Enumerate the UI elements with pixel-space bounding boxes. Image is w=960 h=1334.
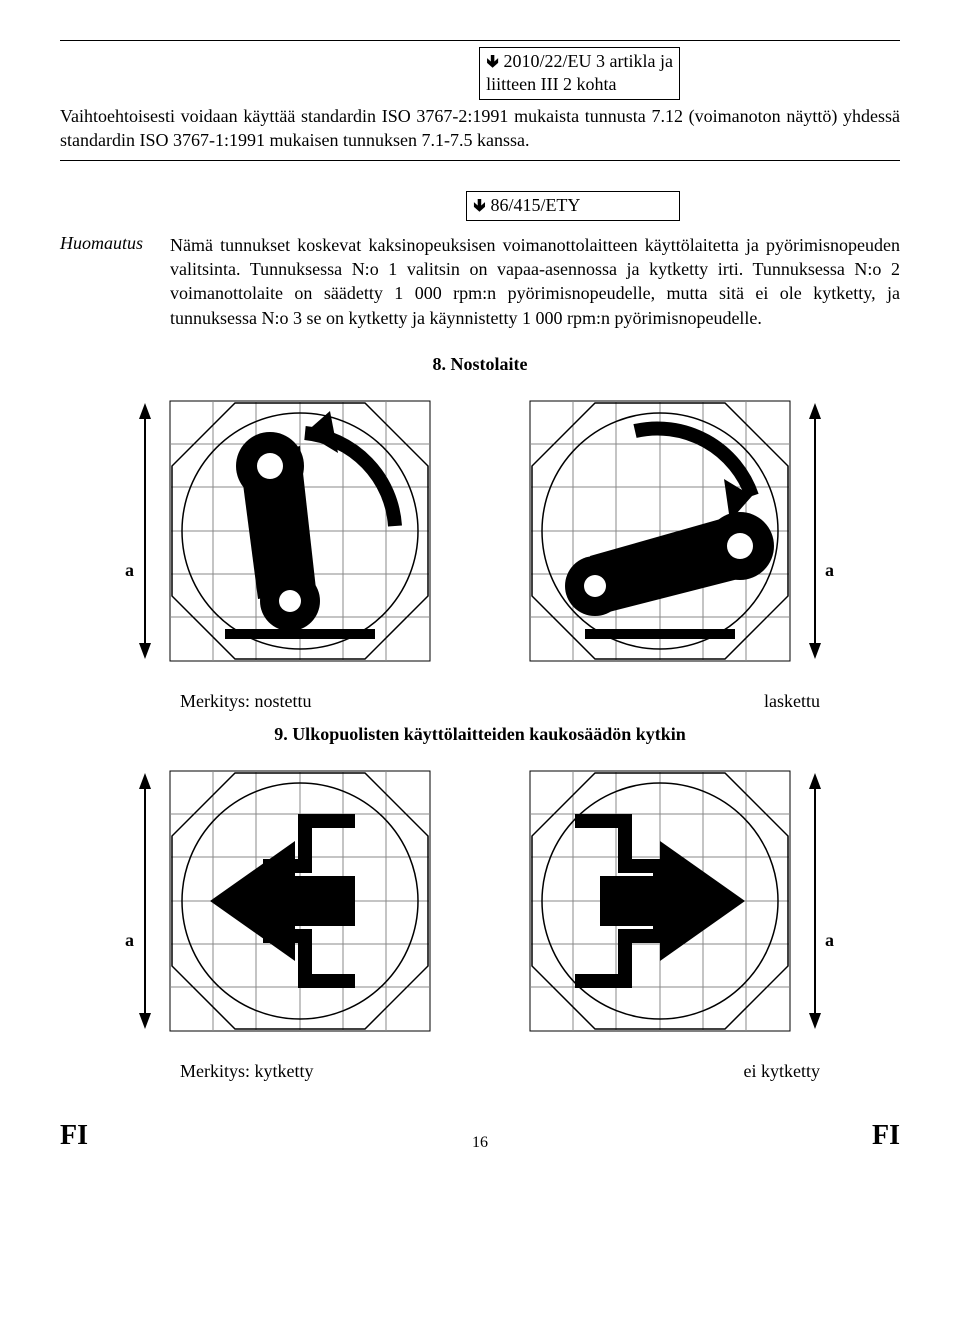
figure-8-right: a: [520, 391, 840, 671]
arrow-down-icon: 🢃: [486, 51, 499, 71]
footer-right: FI: [872, 1120, 900, 1152]
note-row: Huomautus Nämä tunnukset koskevat kaksin…: [60, 233, 900, 330]
callout-1: 🢃 2010/22/EU 3 artikla ja liitteen III 2…: [479, 47, 680, 100]
section-9-heading: 9. Ulkopuolisten käyttölaitteiden kaukos…: [60, 724, 900, 745]
caption-9-left-value: kytketty: [255, 1061, 314, 1081]
dim-label-a: a: [125, 560, 134, 580]
figure-9-left: a: [120, 761, 440, 1041]
callout-1-wrap: 🢃 2010/22/EU 3 artikla ja liitteen III 2…: [60, 47, 900, 100]
dim-label-a: a: [825, 930, 834, 950]
section-9-figures: a a: [60, 761, 900, 1041]
paragraph-1: Vaihtoehtoisesti voidaan käyttää standar…: [60, 104, 900, 153]
section-8-heading: 8. Nostolaite: [60, 354, 900, 375]
arrow-down-icon: 🢃: [473, 195, 486, 215]
caption-prefix: Merkitys:: [180, 691, 255, 711]
callout-1-text: 2010/22/EU 3 artikla ja: [504, 51, 673, 71]
caption-9-right: ei kytketty: [744, 1061, 820, 1082]
dim-label-a: a: [125, 930, 134, 950]
caption-8-left-value: nostettu: [255, 691, 312, 711]
figure-9-right: a: [520, 761, 840, 1041]
dim-label-a: a: [825, 560, 834, 580]
note-body: Nämä tunnukset koskevat kaksinopeuksisen…: [170, 233, 900, 330]
section-8-captions: Merkitys: nostettu laskettu: [180, 691, 820, 712]
caption-9-left: Merkitys: kytketty: [180, 1061, 314, 1082]
note-label: Huomautus: [60, 233, 170, 330]
section-8-figures: a a: [60, 391, 900, 671]
footer-left: FI: [60, 1120, 88, 1152]
callout-2-wrap: 🢃 86/415/ETY: [300, 191, 900, 220]
caption-prefix: Merkitys:: [180, 1061, 255, 1081]
section-9-captions: Merkitys: kytketty ei kytketty: [180, 1061, 820, 1082]
caption-8-right: laskettu: [764, 691, 820, 712]
bottom-rule: [60, 160, 900, 161]
callout-1-line2: liitteen III 2 kohta: [486, 74, 616, 94]
footer-page-number: 16: [472, 1134, 488, 1152]
callout-2-text: 86/415/ETY: [490, 195, 580, 215]
callout-2: 🢃 86/415/ETY: [466, 191, 680, 220]
page-footer: FI 16 FI: [60, 1120, 900, 1152]
caption-8-left: Merkitys: nostettu: [180, 691, 312, 712]
figure-8-left: a: [120, 391, 440, 671]
top-rule: [60, 40, 900, 41]
